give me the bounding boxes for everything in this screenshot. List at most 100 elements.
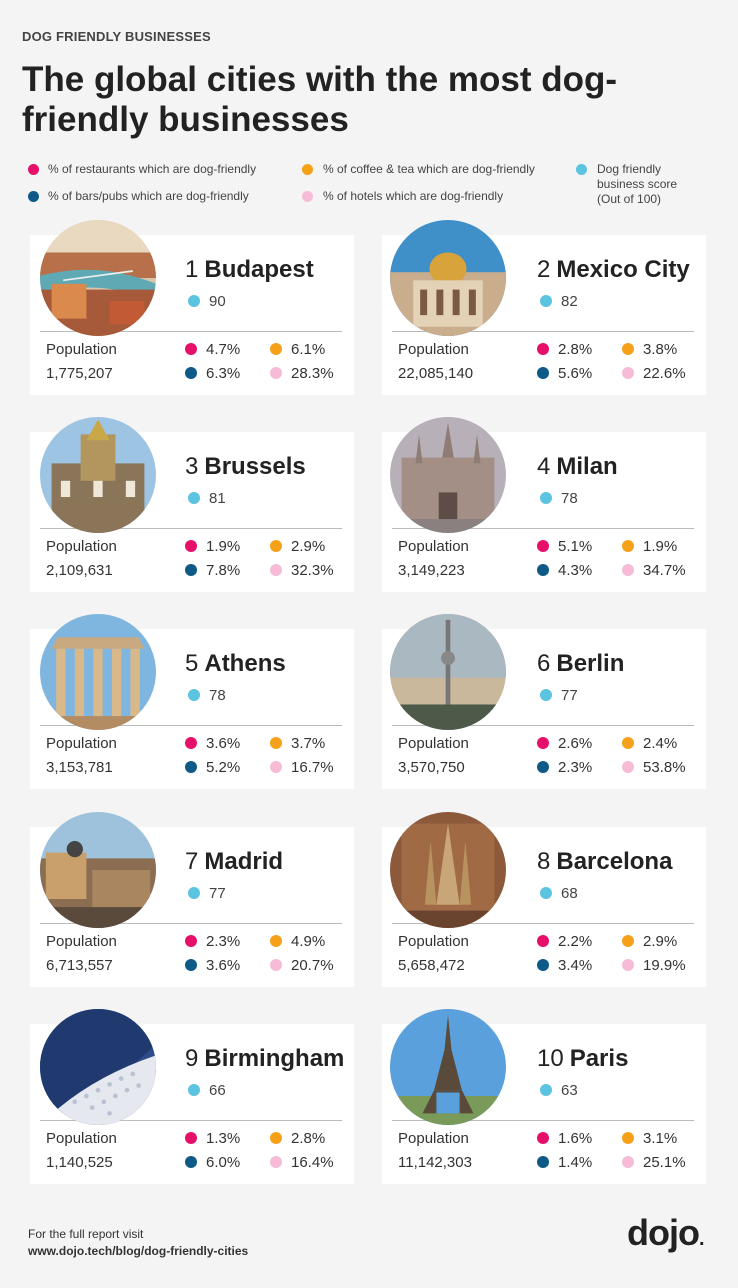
city-rank-name: 8 Barcelona [537,848,672,876]
population-label: Population [398,1130,469,1147]
score-dot [540,689,552,701]
restaurants-dot [537,540,549,552]
brussels-photo [40,417,156,533]
score-dot [188,887,200,899]
city-score: 63 [540,1082,578,1099]
population-value: 2,109,631 [46,562,113,579]
city-score: 78 [188,687,226,704]
restaurants-dot [185,540,197,552]
score-value: 82 [561,293,578,310]
score-dot [540,295,552,307]
eyebrow-label: DOG FRIENDLY BUSINESSES [22,29,211,44]
population-label: Population [398,538,469,555]
bars-dot [185,761,197,773]
bars-dot [537,959,549,971]
population-value: 1,775,207 [46,365,113,382]
bars-value: 7.8% [206,562,241,579]
stat-hotels: 25.1% [622,1154,686,1171]
coffee-value: 2.8% [291,1130,326,1147]
page-title: The global cities with the most dog-frie… [22,60,618,139]
stat-hotels: 53.8% [622,759,686,776]
mexico-city-photo [390,220,506,336]
score-value: 81 [209,490,226,507]
stat-bars: 3.4% [537,957,592,974]
coffee-value: 3.7% [291,735,326,752]
city-rank-name: 1 Budapest [185,256,314,284]
stat-restaurants: 2.2% [537,933,592,950]
legend-dot-bars [28,191,39,202]
city-rank-name: 9 Birmingham [185,1045,344,1073]
stat-coffee: 2.8% [270,1130,325,1147]
city-name: Athens [204,650,286,677]
city-card-birmingham: 9 Birmingham 66 Population 1,140,525 1.3% 2.8%… [30,1009,354,1184]
stat-restaurants: 1.6% [537,1130,592,1147]
card-divider [40,528,342,529]
stat-hotels: 34.7% [622,562,686,579]
legend-score-line1: Dog friendly [597,162,662,176]
bars-value: 2.3% [558,759,593,776]
restaurants-dot [185,1132,197,1144]
city-name: Brussels [204,453,306,480]
stat-bars: 5.6% [537,365,592,382]
hotels-dot [622,564,634,576]
score-value: 90 [209,293,226,310]
card-divider [40,331,342,332]
population-label: Population [46,538,117,555]
bars-value: 6.3% [206,365,241,382]
coffee-dot [270,935,282,947]
stat-hotels: 28.3% [270,365,334,382]
footer: For the full report visit www.dojo.tech/… [28,1226,248,1260]
city-card-madrid: 7 Madrid 77 Population 6,713,557 2.3% 4.9% 3.6%… [30,812,354,987]
stat-restaurants: 3.6% [185,735,240,752]
stat-restaurants: 1.9% [185,538,240,555]
city-score: 78 [540,490,578,507]
paris-photo [390,1009,506,1125]
city-score: 81 [188,490,226,507]
city-rank-name: 5 Athens [185,650,286,678]
coffee-value: 4.9% [291,933,326,950]
hotels-dot [270,564,282,576]
legend-dot-coffee [302,164,313,175]
coffee-dot [622,540,634,552]
stat-restaurants: 2.3% [185,933,240,950]
legend-score-line2: business score [597,177,678,191]
restaurants-value: 3.6% [206,735,241,752]
restaurants-value: 2.6% [558,735,593,752]
bars-dot [185,959,197,971]
city-rank: 6 [537,650,551,677]
city-rank: 8 [537,848,551,875]
population-label: Population [46,341,117,358]
stat-hotels: 22.6% [622,365,686,382]
dojo-logo: dojo. [627,1212,704,1254]
footer-url[interactable]: www.dojo.tech/blog/dog-friendly-cities [28,1244,249,1258]
bars-value: 3.4% [558,957,593,974]
restaurants-dot [537,935,549,947]
berlin-photo [390,614,506,730]
stat-coffee: 6.1% [270,341,325,358]
city-rank: 7 [185,848,199,875]
hotels-dot [622,1156,634,1168]
coffee-value: 3.8% [643,341,678,358]
population-label: Population [398,735,469,752]
stat-bars: 3.6% [185,957,240,974]
city-name: Madrid [204,848,284,875]
score-value: 63 [561,1082,578,1099]
population-label: Population [46,735,117,752]
restaurants-dot [537,1132,549,1144]
city-score: 66 [188,1082,226,1099]
restaurants-value: 2.8% [558,341,593,358]
restaurants-value: 4.7% [206,341,241,358]
coffee-value: 2.4% [643,735,678,752]
population-value: 1,140,525 [46,1154,113,1171]
card-divider [392,923,694,924]
card-divider [40,1120,342,1121]
coffee-dot [270,1132,282,1144]
hotels-value: 28.3% [291,365,334,382]
city-score: 68 [540,885,578,902]
city-name: Milan [556,453,618,480]
milan-photo [390,417,506,533]
city-card-barcelona: 8 Barcelona 68 Population 5,658,472 2.2% 2.9% 3… [382,812,706,987]
city-name: Paris [569,1045,629,1072]
hotels-dot [622,367,634,379]
bars-dot [185,367,197,379]
